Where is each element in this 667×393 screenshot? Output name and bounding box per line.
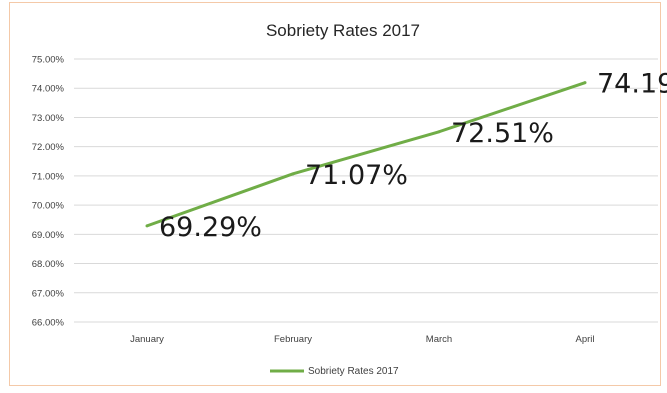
data-label: 74.19% [597, 69, 667, 100]
x-tick-label: February [274, 334, 312, 345]
y-tick-label: 72.00% [32, 142, 65, 153]
y-tick-label: 71.00% [32, 171, 65, 182]
data-labels: 69.29% 71.07% 72.51% 74.19% [159, 69, 667, 243]
data-point [437, 130, 441, 134]
data-label: 69.29% [159, 212, 262, 243]
x-tick-label: March [426, 334, 452, 345]
data-point [291, 172, 295, 176]
legend-entry: Sobriety Rates 2017 [308, 366, 399, 377]
series-lines [145, 81, 587, 228]
y-tick-label: 74.00% [32, 84, 65, 95]
y-tick-label: 69.00% [32, 230, 65, 241]
chart-title: Sobriety Rates 2017 [266, 21, 420, 40]
y-tick-label: 73.00% [32, 113, 65, 124]
data-point [145, 224, 149, 228]
data-point [583, 81, 587, 85]
data-label: 72.51% [451, 118, 554, 149]
y-tick-label: 75.00% [32, 55, 65, 66]
x-tick-label: January [130, 334, 164, 345]
x-tick-label: April [575, 334, 594, 345]
legend: Sobriety Rates 2017 [270, 366, 399, 377]
y-tick-label: 67.00% [32, 288, 65, 299]
y-tick-label: 68.00% [32, 259, 65, 270]
y-tick-label: 66.00% [32, 318, 65, 329]
y-tick-label: 70.00% [32, 201, 65, 212]
x-axis-tick-labels: January February March April [130, 334, 594, 345]
gridlines [74, 58, 658, 323]
data-label: 71.07% [305, 160, 408, 191]
series-line [146, 81, 586, 228]
y-axis-tick-labels: 75.00% 74.00% 73.00% 72.00% 71.00% 70.00% 69.0… [32, 55, 65, 329]
